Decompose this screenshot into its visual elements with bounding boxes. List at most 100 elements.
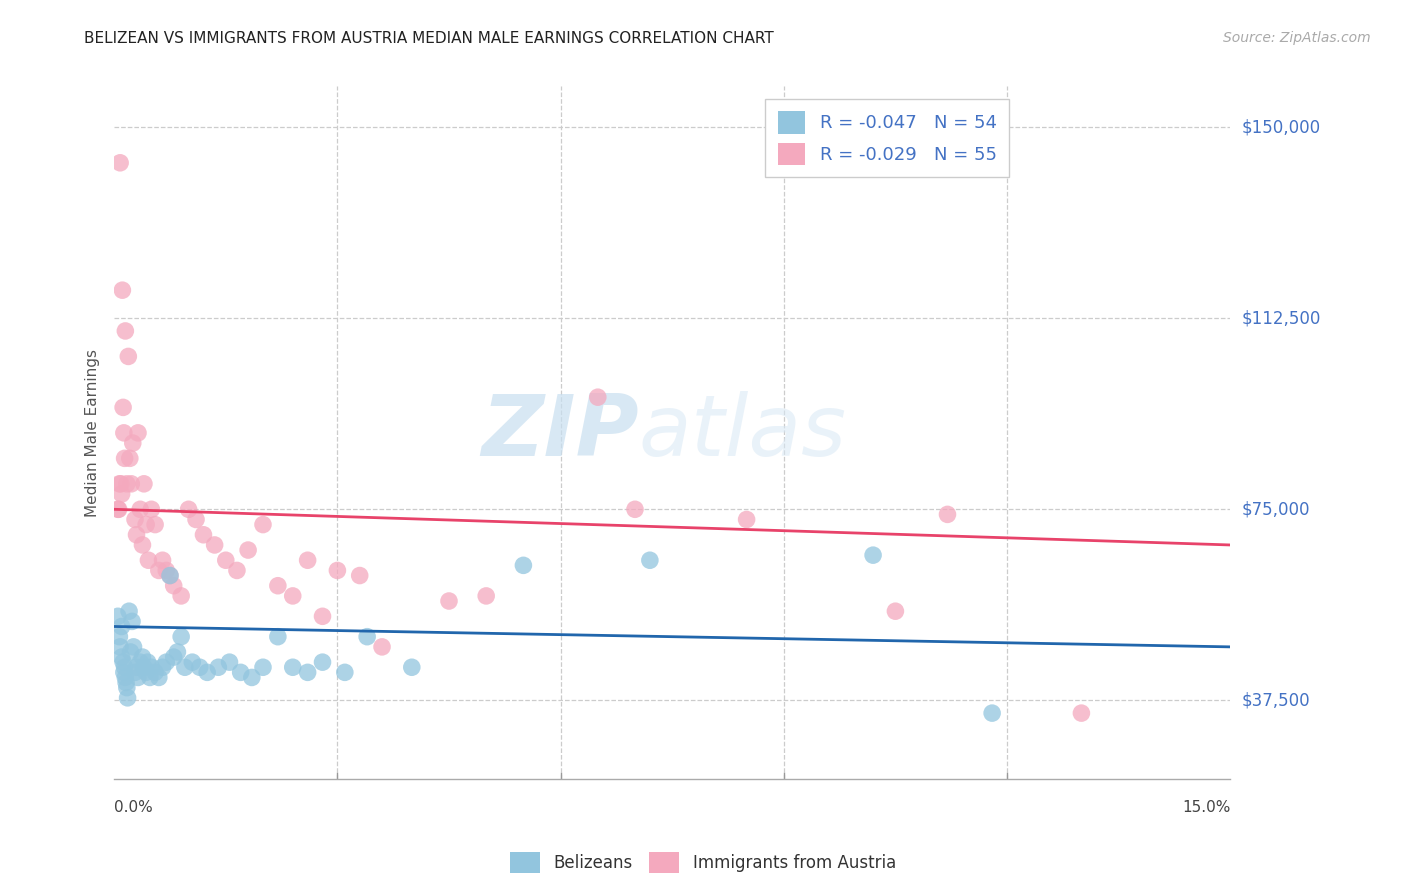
Point: [166, 645, 188, 659]
Point: [181, 655, 204, 669]
Point: [114, 660, 136, 674]
Point: [1070, 706, 1092, 720]
Point: [195, 665, 218, 680]
Point: [132, 476, 155, 491]
Point: [215, 553, 238, 567]
Point: [118, 604, 141, 618]
Point: [107, 502, 129, 516]
Point: [139, 670, 162, 684]
Text: BELIZEAN VS IMMIGRANTS FROM AUSTRIA MEDIAN MALE EARNINGS CORRELATION CHART: BELIZEAN VS IMMIGRANTS FROM AUSTRIA MEDI…: [84, 31, 775, 46]
Point: [125, 528, 148, 542]
Point: [638, 553, 661, 567]
Point: [624, 502, 647, 516]
Point: [121, 615, 143, 629]
Text: 0.0%: 0.0%: [114, 800, 153, 814]
Point: [135, 665, 157, 680]
Point: [111, 650, 134, 665]
Point: [148, 670, 170, 684]
Text: $75,000: $75,000: [1241, 500, 1310, 518]
Point: [884, 604, 907, 618]
Point: [326, 564, 349, 578]
Point: [108, 476, 131, 491]
Point: [281, 660, 304, 674]
Point: [159, 568, 181, 582]
Point: [155, 564, 177, 578]
Y-axis label: Median Male Earnings: Median Male Earnings: [86, 349, 100, 516]
Point: [127, 670, 149, 684]
Point: [108, 640, 131, 654]
Point: [138, 553, 160, 567]
Point: [333, 665, 356, 680]
Point: [401, 660, 423, 674]
Point: [173, 660, 195, 674]
Point: [127, 425, 149, 440]
Point: [111, 283, 134, 297]
Point: [207, 660, 229, 674]
Point: [163, 650, 186, 665]
Point: [229, 665, 252, 680]
Point: [111, 619, 134, 633]
Point: [204, 538, 226, 552]
Point: [281, 589, 304, 603]
Point: [236, 543, 259, 558]
Point: [114, 324, 136, 338]
Point: [152, 553, 174, 567]
Point: [252, 517, 274, 532]
Point: [862, 548, 884, 562]
Point: [112, 401, 135, 415]
Point: [586, 390, 609, 404]
Point: [120, 476, 142, 491]
Point: [117, 690, 139, 705]
Text: atlas: atlas: [638, 392, 846, 475]
Point: [115, 476, 138, 491]
Point: [170, 630, 193, 644]
Text: $37,500: $37,500: [1241, 691, 1310, 709]
Point: [124, 665, 146, 680]
Point: [193, 528, 215, 542]
Point: [218, 655, 240, 669]
Point: [475, 589, 498, 603]
Point: [108, 156, 131, 170]
Point: [112, 425, 135, 440]
Point: [170, 589, 193, 603]
Point: [141, 502, 163, 516]
Point: [512, 558, 534, 573]
Point: [114, 670, 136, 684]
Point: [936, 508, 959, 522]
Point: [240, 670, 263, 684]
Point: [108, 630, 131, 644]
Point: [349, 568, 371, 582]
Point: [129, 502, 152, 516]
Point: [129, 655, 152, 669]
Point: [297, 665, 319, 680]
Point: [188, 660, 211, 674]
Point: [120, 645, 142, 659]
Point: [252, 660, 274, 674]
Point: [122, 640, 145, 654]
Point: [131, 538, 153, 552]
Point: [437, 594, 460, 608]
Point: [371, 640, 394, 654]
Point: [112, 665, 135, 680]
Text: $112,500: $112,500: [1241, 310, 1320, 327]
Point: [148, 564, 170, 578]
Point: [981, 706, 1004, 720]
Point: [141, 660, 163, 674]
Point: [155, 655, 177, 669]
Point: [152, 660, 174, 674]
Point: [311, 655, 333, 669]
Point: [115, 675, 138, 690]
Point: [163, 579, 186, 593]
Point: [124, 512, 146, 526]
Point: [110, 476, 132, 491]
Point: [226, 564, 249, 578]
Point: [135, 517, 157, 532]
Point: [159, 568, 181, 582]
Point: [111, 487, 134, 501]
Text: 15.0%: 15.0%: [1182, 800, 1230, 814]
Point: [112, 655, 135, 669]
Point: [132, 660, 155, 674]
Point: [297, 553, 319, 567]
Point: [115, 681, 138, 695]
Point: [311, 609, 333, 624]
